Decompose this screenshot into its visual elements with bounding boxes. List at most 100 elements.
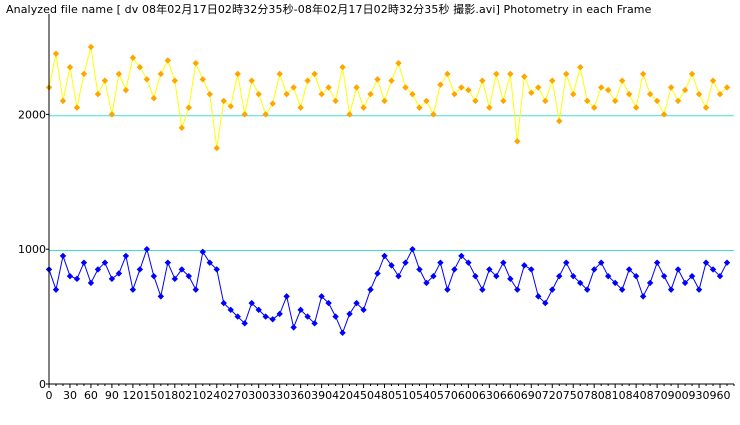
data-point [297, 104, 304, 111]
data-point [618, 77, 626, 84]
data-point [709, 266, 717, 273]
x-tick-label: 570 [437, 389, 458, 402]
data-point [625, 266, 633, 273]
data-point [563, 70, 570, 78]
data-point [171, 77, 179, 84]
y-tick-labels: 0 1000 2000 [18, 108, 49, 391]
data-point [241, 111, 248, 118]
data-point [451, 266, 458, 273]
data-point [234, 313, 241, 320]
data-point [667, 84, 675, 91]
data-point [584, 286, 591, 293]
data-point [688, 70, 696, 78]
data-point [458, 84, 465, 91]
data-point [416, 266, 423, 273]
chart-title: Analyzed file name [ dv 08年02月17日02時32分3… [6, 3, 652, 16]
data-point [639, 293, 647, 300]
data-point [346, 111, 353, 118]
data-point [674, 97, 682, 105]
axes [48, 14, 734, 385]
data-point [290, 84, 297, 91]
data-point [660, 111, 668, 118]
data-point [528, 89, 535, 96]
data-point [234, 70, 241, 78]
data-point [332, 313, 339, 320]
data-point [262, 313, 269, 320]
data-point [283, 293, 290, 300]
x-tick-label: 720 [542, 389, 563, 402]
x-tick-label: 30 [63, 389, 77, 402]
data-point [157, 70, 165, 78]
data-point [702, 104, 710, 111]
data-point [262, 111, 269, 118]
data-point [241, 320, 248, 327]
data-point [549, 286, 556, 293]
data-point [549, 77, 556, 84]
data-point [353, 84, 360, 91]
data-point [597, 259, 605, 266]
data-point [472, 97, 479, 105]
data-point [681, 279, 689, 287]
data-point [311, 320, 318, 327]
data-point [556, 117, 563, 125]
data-point [660, 272, 668, 280]
data-point [388, 77, 395, 84]
data-point [164, 259, 172, 266]
data-point [723, 259, 731, 266]
data-point [716, 90, 724, 98]
data-point [653, 259, 661, 266]
x-tick-label: 90 [105, 389, 119, 402]
data-point [220, 97, 227, 105]
data-point [695, 90, 703, 98]
data-point [227, 306, 234, 314]
data-point [570, 272, 577, 280]
data-point [604, 86, 612, 94]
data-point [709, 77, 717, 84]
data-point [192, 286, 199, 293]
data-point [374, 270, 381, 277]
data-point [604, 272, 612, 280]
data-point [115, 70, 123, 78]
x-tick-label: 630 [479, 389, 500, 402]
data-point [611, 279, 619, 287]
data-point [521, 262, 528, 269]
data-point [493, 272, 500, 280]
data-point [108, 275, 116, 283]
data-point [101, 259, 109, 266]
data-point [611, 97, 619, 105]
data-point [87, 43, 95, 51]
x-tick-label: 180 [164, 389, 185, 402]
data-point [136, 63, 144, 71]
data-point [500, 97, 507, 105]
series-layer [45, 43, 731, 336]
data-point [192, 59, 199, 67]
data-point [178, 266, 186, 273]
data-point [695, 286, 703, 293]
data-point [688, 272, 696, 280]
data-point [332, 97, 339, 105]
data-point [416, 104, 423, 111]
x-tick-label: 210 [185, 389, 206, 402]
x-tick-label: 540 [416, 389, 437, 402]
x-tick-label: 780 [584, 389, 605, 402]
data-point [444, 286, 451, 293]
data-point [437, 259, 444, 266]
data-point [584, 97, 591, 105]
data-point [248, 299, 255, 307]
data-point [437, 81, 444, 88]
reference-lines [49, 115, 734, 252]
series-line-1 [48, 247, 728, 335]
data-point [374, 76, 381, 83]
data-point [52, 50, 60, 57]
data-point [199, 76, 206, 83]
data-point [409, 90, 416, 98]
y-tick-label: 2000 [18, 108, 46, 121]
data-point [577, 63, 584, 71]
x-tick-label: 390 [311, 389, 332, 402]
data-point [59, 252, 67, 260]
data-point [367, 90, 374, 98]
data-point [66, 63, 74, 71]
x-tick-label: 360 [290, 389, 311, 402]
data-point [269, 316, 276, 323]
data-point [129, 286, 137, 293]
